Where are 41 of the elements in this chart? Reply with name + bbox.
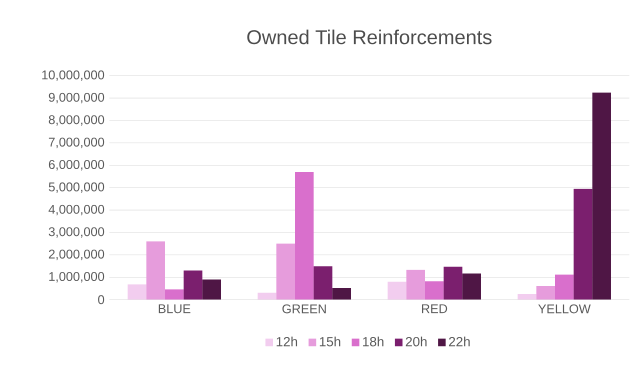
y-tick-label: 3,000,000 bbox=[48, 227, 104, 238]
legend-label: 12h bbox=[276, 336, 298, 346]
legend-label: 20h bbox=[406, 336, 427, 346]
bar bbox=[128, 284, 146, 300]
y-tick-label: 6,000,000 bbox=[48, 160, 104, 170]
y-tick-label: 7,000,000 bbox=[48, 138, 104, 148]
y-tick-label: 1,000,000 bbox=[49, 272, 104, 282]
x-tick-label: RED bbox=[422, 304, 448, 314]
bar bbox=[146, 241, 166, 300]
legend-label: 18h bbox=[363, 336, 384, 346]
bar bbox=[295, 172, 314, 300]
bar bbox=[592, 92, 611, 300]
y-tick-label: 2,000,000 bbox=[48, 250, 104, 260]
bar bbox=[202, 279, 222, 300]
bar bbox=[332, 288, 352, 300]
bar bbox=[536, 286, 555, 300]
y-tick-label: 10,000,000 bbox=[42, 70, 104, 81]
y-tick-label: 8,000,000 bbox=[48, 115, 104, 126]
bar bbox=[424, 281, 444, 300]
bar bbox=[258, 292, 276, 300]
x-tick-label: YELLOW bbox=[538, 304, 591, 314]
bar bbox=[462, 273, 481, 300]
bar bbox=[554, 274, 574, 300]
bar bbox=[574, 188, 592, 300]
y-tick-label: 5,000,000 bbox=[48, 182, 104, 193]
bar bbox=[165, 289, 184, 300]
bar bbox=[314, 266, 332, 300]
legend-label: 22h bbox=[449, 336, 470, 346]
legend-label: 15h bbox=[320, 336, 340, 346]
chart-title: Owned Tile Reinforcements bbox=[247, 30, 492, 44]
bar bbox=[276, 244, 296, 300]
bar bbox=[406, 270, 425, 300]
bar bbox=[518, 294, 536, 300]
x-tick-label: GREEN bbox=[282, 304, 326, 314]
y-tick-label: 9,000,000 bbox=[48, 92, 104, 104]
y-tick-label: 0 bbox=[98, 295, 104, 304]
bar bbox=[388, 282, 406, 300]
bar bbox=[444, 266, 462, 300]
x-tick-label: BLUE bbox=[158, 304, 190, 314]
y-tick-label: 4,000,000 bbox=[48, 204, 104, 216]
bar bbox=[184, 270, 202, 300]
